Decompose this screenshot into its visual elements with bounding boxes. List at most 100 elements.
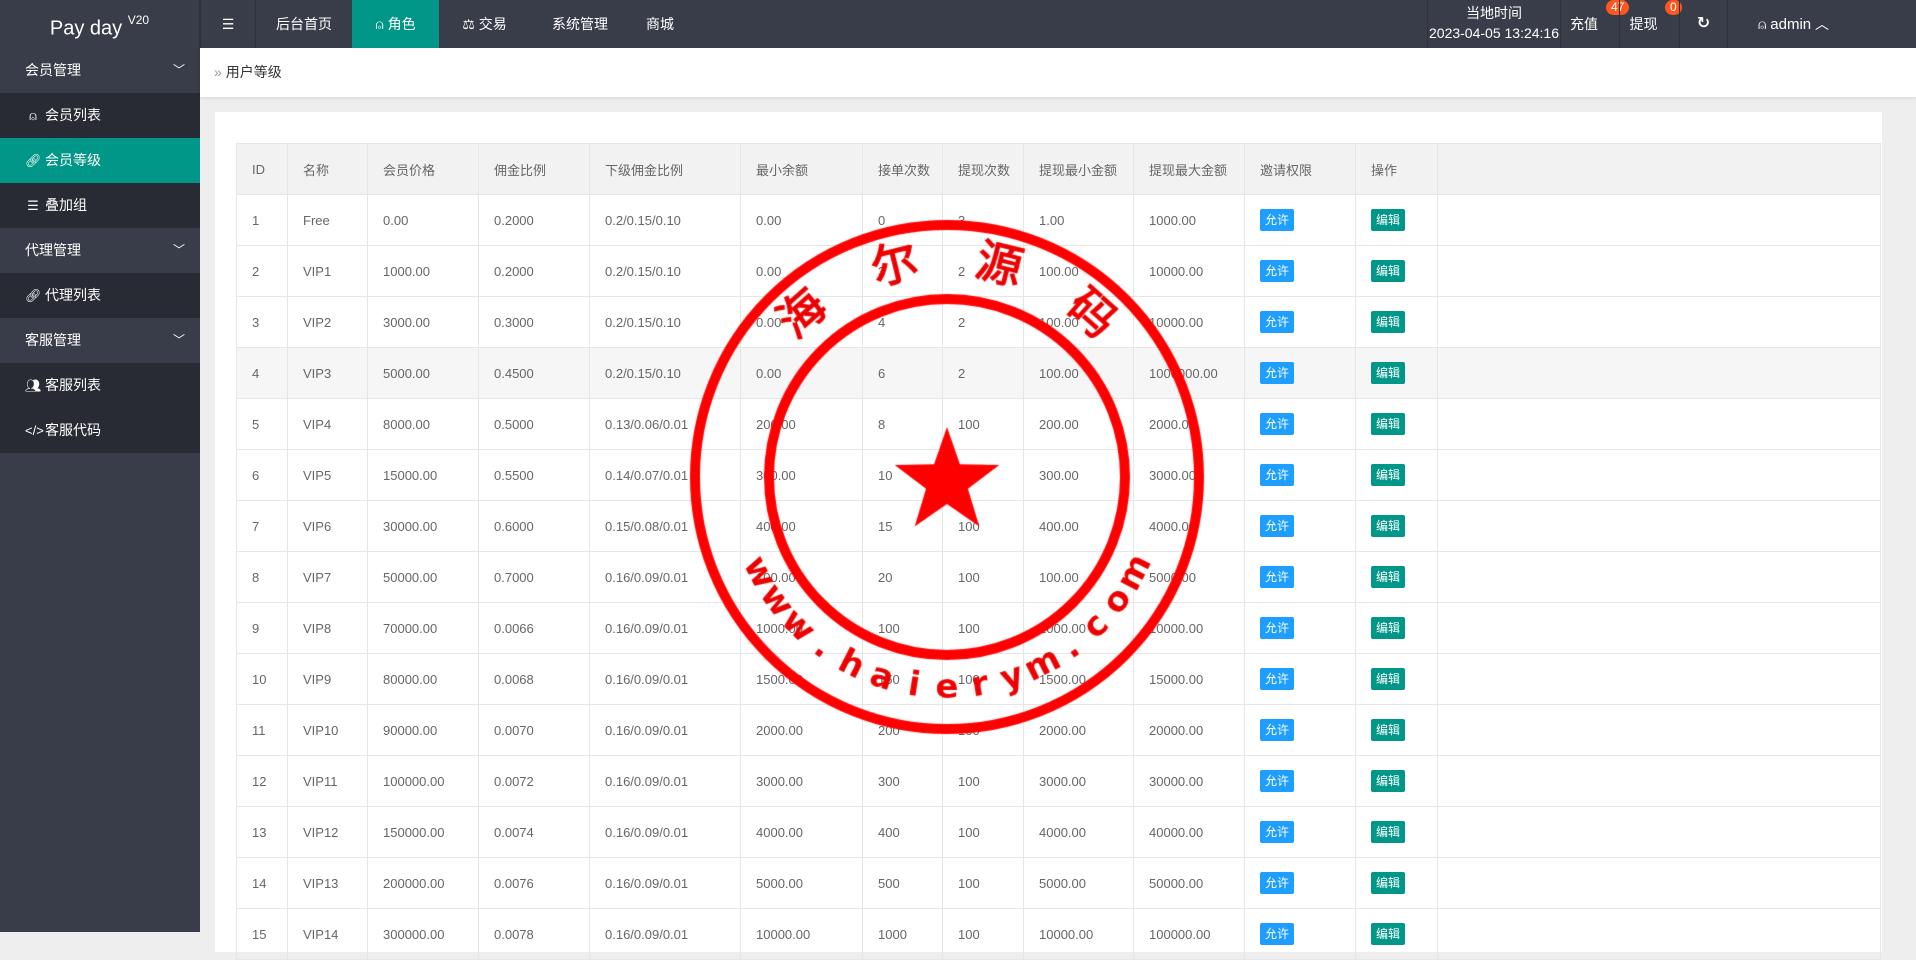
sidebar-group-service[interactable]: 客服管理 ﹀ <box>0 318 200 363</box>
nav-system[interactable]: 系统管理 <box>552 16 608 32</box>
level-table: ID 名称 会员价格 佣金比例 下级佣金比例 最小余额 接单次数 提现次数 提现最小金额 提现最大… <box>236 143 1881 960</box>
sidebar-group-members[interactable]: 会员管理 ﹀ <box>0 48 200 93</box>
table-cell: 0.4500 <box>478 347 590 399</box>
item-label: 客服列表 <box>45 377 101 393</box>
recharge-label: 充值 <box>1570 16 1598 32</box>
edit-button[interactable]: 编辑 <box>1371 923 1406 945</box>
table-row: 1 Free 0.00 0.2000 0.2/0.15/0.10 0.00 0 3 1.00 10… <box>236 194 1881 246</box>
menu-toggle-icon[interactable]: ☰ <box>200 0 255 48</box>
nav-role[interactable]: ⍝ 角色 <box>352 0 439 48</box>
user-icon: ⍝ <box>375 16 384 32</box>
edit-button[interactable]: 编辑 <box>1371 770 1406 792</box>
table-cell: 13 <box>236 806 288 858</box>
allow-button[interactable]: 允许 <box>1260 413 1295 435</box>
allow-button[interactable]: 允许 <box>1260 566 1295 588</box>
table-cell: 允许 <box>1244 296 1356 348</box>
table-cell: 3000.00 <box>740 755 863 807</box>
recharge-badge: 47 <box>1606 0 1630 15</box>
table-cell: VIP4 <box>287 398 368 450</box>
allow-button[interactable]: 允许 <box>1260 209 1295 231</box>
table-cell: 编辑 <box>1355 194 1438 246</box>
sidebar-item-agent-list[interactable]: 🔗︎ 代理列表 <box>0 273 200 318</box>
allow-button[interactable]: 允许 <box>1260 668 1295 690</box>
allow-button[interactable]: 允许 <box>1260 260 1295 282</box>
table-cell: 1000000.00 <box>1133 347 1245 399</box>
nav-trade[interactable]: ⚖ 交易 <box>439 0 530 48</box>
table-cell: 400.00 <box>1023 500 1134 552</box>
users-icon: 👥︎ <box>25 378 42 393</box>
table-cell-empty <box>1437 398 1881 450</box>
edit-button[interactable]: 编辑 <box>1371 821 1406 843</box>
edit-button[interactable]: 编辑 <box>1371 260 1406 282</box>
table-cell: 50000.00 <box>367 551 479 603</box>
table-row: 13 VIP12 150000.00 0.0074 0.16/0.09/0.01 4000… <box>236 806 1881 858</box>
refresh-icon[interactable]: ↻ <box>1679 0 1727 48</box>
table-cell: 1 <box>236 194 288 246</box>
recharge-button[interactable]: 充值 <box>1560 0 1619 48</box>
edit-button[interactable]: 编辑 <box>1371 566 1406 588</box>
time-label: 当地时间 <box>1466 5 1522 21</box>
table-cell: 3000.00 <box>1023 755 1134 807</box>
edit-button[interactable]: 编辑 <box>1371 617 1406 639</box>
allow-button[interactable]: 允许 <box>1260 515 1295 537</box>
table-cell: 编辑 <box>1355 653 1438 705</box>
nav-mall[interactable]: 商城 <box>646 16 674 32</box>
table-cell: 0.0072 <box>478 755 590 807</box>
edit-button[interactable]: 编辑 <box>1371 515 1406 537</box>
table-cell: 100 <box>942 857 1024 909</box>
nav-home[interactable]: 后台首页 <box>255 0 352 48</box>
table-cell: 200.00 <box>1023 398 1134 450</box>
allow-button[interactable]: 允许 <box>1260 464 1295 486</box>
table-cell-empty <box>1437 347 1881 399</box>
brand-name: Pay day <box>49 17 123 40</box>
sidebar: 会员管理 ﹀ ⍝ 会员列表 🔗︎ 会员等级 ☰ 叠加组 代理管理 ﹀ 🔗︎ 代理列表 客服管… <box>0 48 200 932</box>
time-value: 2023-04-05 13:24:16 <box>1429 25 1559 41</box>
column-header: 操作 <box>1355 143 1438 195</box>
table-cell: VIP2 <box>287 296 368 348</box>
table-cell: 0.6000 <box>478 500 590 552</box>
sidebar-item-member-level[interactable]: 🔗︎ 会员等级 <box>0 138 200 183</box>
edit-button[interactable]: 编辑 <box>1371 311 1406 333</box>
table-cell: 0.0070 <box>478 704 590 756</box>
table-cell-empty <box>1437 449 1881 501</box>
table-cell: 5000.00 <box>1133 551 1245 603</box>
logo: Pay day V20 <box>0 0 200 48</box>
sidebar-item-service-list[interactable]: 👥︎ 客服列表 <box>0 363 200 408</box>
nav-label: 交易 <box>478 16 507 32</box>
table-cell: 300 <box>862 755 943 807</box>
allow-button[interactable]: 允许 <box>1260 362 1295 384</box>
allow-button[interactable]: 允许 <box>1260 821 1295 843</box>
user-menu[interactable]: ⍝ admin ︿ <box>1727 0 1916 48</box>
allow-button[interactable]: 允许 <box>1260 617 1295 639</box>
sidebar-group-agents[interactable]: 代理管理 ﹀ <box>0 228 200 273</box>
sidebar-item-member-list[interactable]: ⍝ 会员列表 <box>0 93 200 138</box>
table-cell: 编辑 <box>1355 602 1438 654</box>
table-cell-empty <box>1437 704 1881 756</box>
allow-button[interactable]: 允许 <box>1260 872 1295 894</box>
edit-button[interactable]: 编辑 <box>1371 209 1406 231</box>
allow-button[interactable]: 允许 <box>1260 923 1295 945</box>
allow-button[interactable]: 允许 <box>1260 311 1295 333</box>
edit-button[interactable]: 编辑 <box>1371 872 1406 894</box>
edit-button[interactable]: 编辑 <box>1371 362 1406 384</box>
withdraw-button[interactable]: 提现 <box>1619 0 1679 48</box>
content-card: ID 名称 会员价格 佣金比例 下级佣金比例 最小余额 接单次数 提现次数 提现最小金额 提现最大… <box>215 112 1882 960</box>
table-cell: VIP1 <box>287 245 368 297</box>
top-bar: Pay day V20 ☰ 后台首页 ⍝ 角色 ⚖ 交易 系统管理 商城 当地时… <box>0 0 1916 48</box>
sidebar-item-service-code[interactable]: </>客服代码 <box>0 408 200 453</box>
allow-button[interactable]: 允许 <box>1260 719 1295 741</box>
table-cell: 40000.00 <box>1133 806 1245 858</box>
table-cell-empty <box>1437 857 1881 909</box>
edit-button[interactable]: 编辑 <box>1371 464 1406 486</box>
table-cell: 0.0074 <box>478 806 590 858</box>
allow-button[interactable]: 允许 <box>1260 770 1295 792</box>
table-cell: 允许 <box>1244 653 1356 705</box>
sidebar-item-overlay-group[interactable]: ☰ 叠加组 <box>0 183 200 228</box>
table-cell: 15 <box>862 500 943 552</box>
edit-button[interactable]: 编辑 <box>1371 719 1406 741</box>
edit-button[interactable]: 编辑 <box>1371 413 1406 435</box>
edit-button[interactable]: 编辑 <box>1371 668 1406 690</box>
table-cell: 4 <box>862 296 943 348</box>
item-label: 会员列表 <box>45 107 101 123</box>
table-cell: 0.2/0.15/0.10 <box>589 245 741 297</box>
